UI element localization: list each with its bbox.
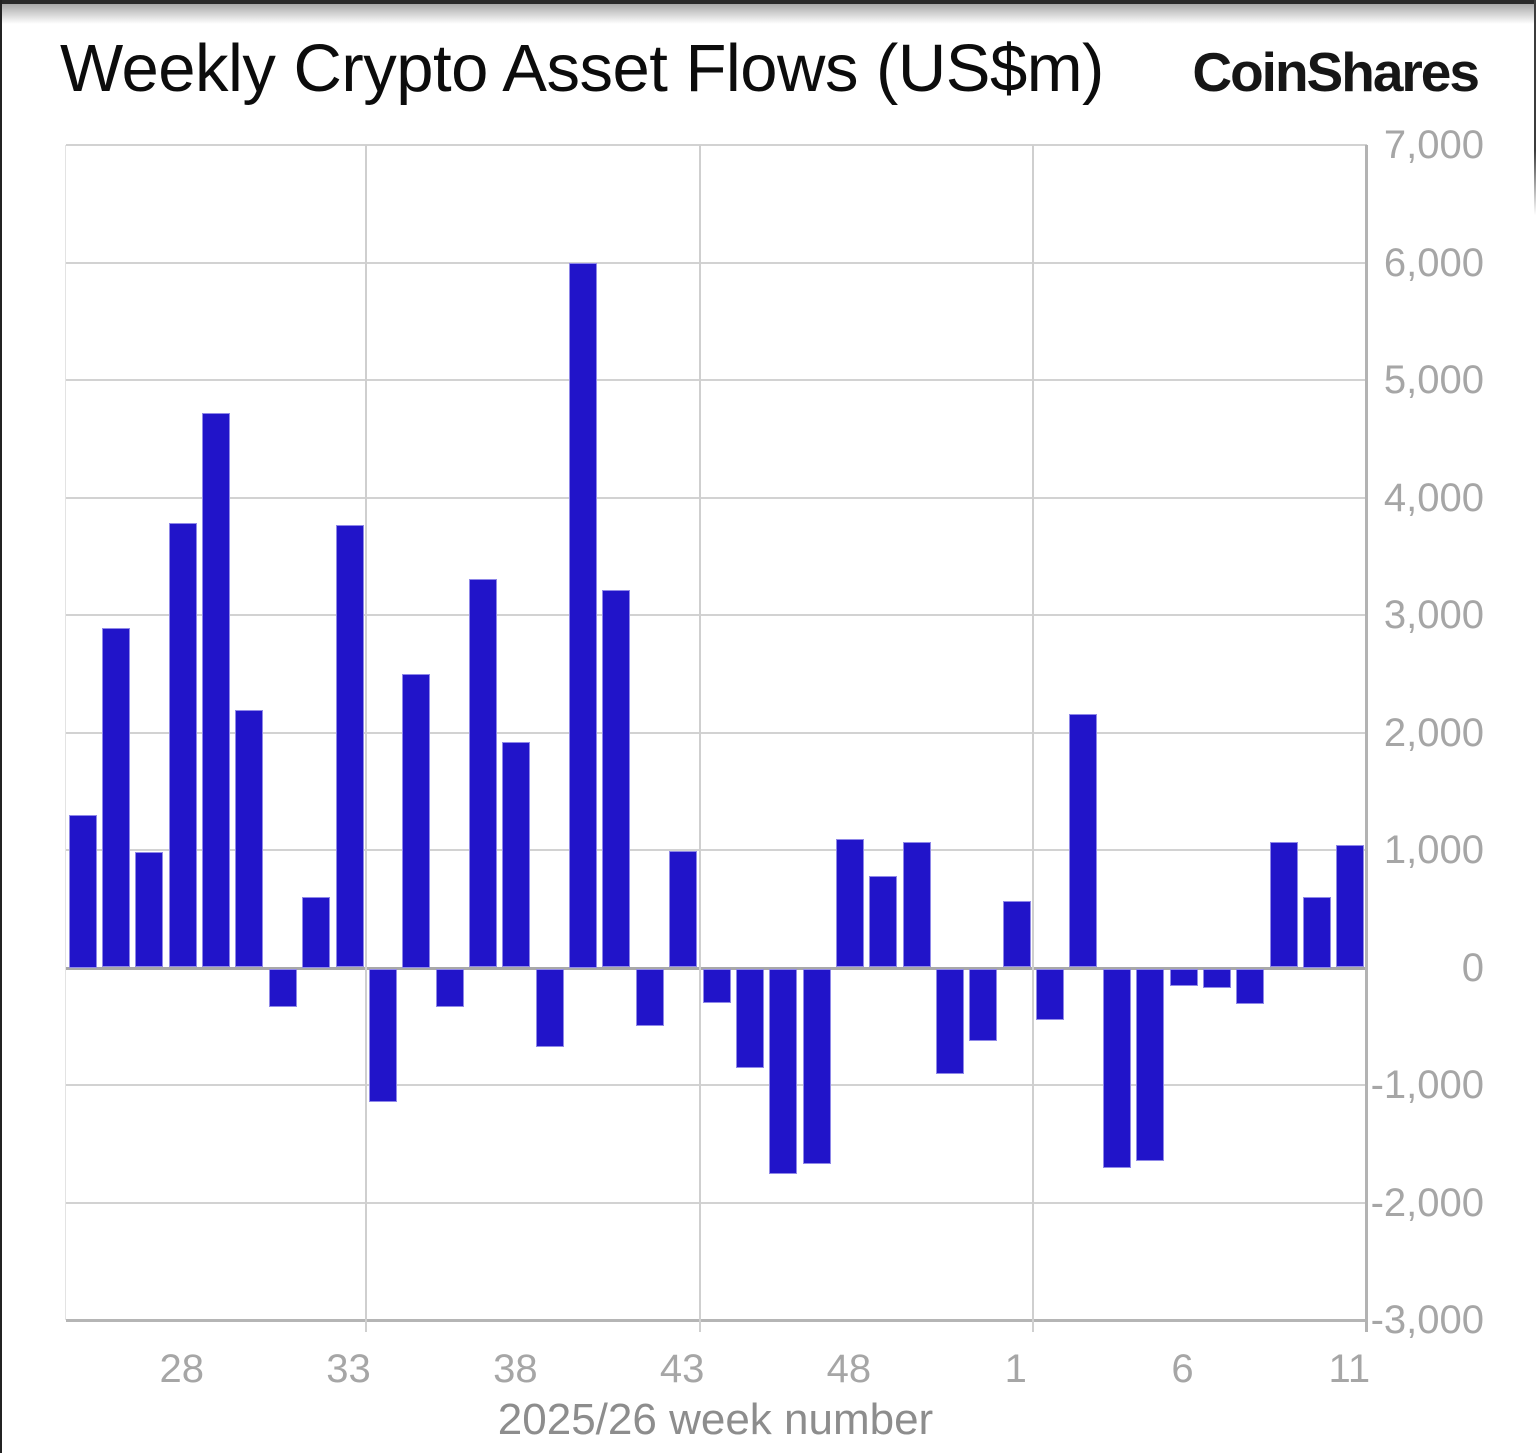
y-tick-label: 5,000: [1383, 358, 1484, 402]
bar-week-33: [335, 524, 364, 968]
bar-week-50: [902, 841, 931, 968]
bar-week-27: [135, 852, 164, 968]
x-axis-labels: 28 33 38 43 48 1 6 11: [0, 1345, 1536, 1395]
bar-week-5: [1136, 968, 1165, 1162]
bar-week-44: [702, 968, 731, 1003]
gridline-h: [66, 261, 1367, 264]
gridline-h: [66, 379, 1367, 381]
gridline-v: [698, 145, 701, 1332]
gridline-h: [66, 614, 1367, 616]
gridline-h: [66, 1201, 1367, 1204]
bar-week-25: [68, 814, 97, 968]
y-tick-label: -1,000: [1370, 1063, 1484, 1107]
window-top-shadow: [0, 4, 1536, 24]
bar-week-47: [802, 968, 831, 1164]
plot-area: [65, 144, 1368, 1332]
y-axis-labels: 7,000 6,000 5,000 4,000 3,000 2,000 1,000 0 -1,0…: [1350, 0, 1484, 1453]
y-tick-label: 0: [1461, 945, 1484, 990]
gridline-h: [66, 496, 1367, 499]
x-tick-label: 48: [826, 1347, 872, 1391]
bar-week-39: [535, 968, 564, 1048]
gridline-h: [66, 144, 1367, 146]
gridline-h: [66, 849, 1367, 851]
y-tick-label: -2,000: [1370, 1180, 1484, 1225]
bar-week-4: [1102, 968, 1131, 1169]
window-right-edge: [1534, 0, 1536, 215]
bar-week-26: [102, 627, 131, 968]
bar-week-28: [168, 523, 197, 968]
bar-week-48: [835, 839, 864, 968]
gridline-v: [365, 145, 368, 1332]
y-tick-label: 4,000: [1383, 475, 1484, 520]
x-axis-line: [66, 1319, 1367, 1322]
bar-week-51: [936, 968, 964, 1075]
bar-week-32: [302, 897, 331, 968]
x-tick-label: 33: [326, 1347, 371, 1391]
bar-week-1: [1002, 900, 1031, 968]
bar-week-31: [268, 968, 297, 1008]
bar-week-9: [1269, 841, 1298, 968]
gridline-h: [66, 731, 1367, 734]
bar-week-7: [1202, 968, 1231, 989]
bar-week-8: [1236, 968, 1265, 1004]
bar-week-37: [468, 578, 497, 968]
x-tick-label: 38: [493, 1347, 538, 1391]
plot-right-border: [1365, 145, 1368, 1332]
y-tick-label: 6,000: [1383, 240, 1484, 285]
bar-week-2: [1036, 968, 1065, 1021]
x-tick-label: 43: [659, 1347, 705, 1391]
bar-week-36: [435, 968, 464, 1008]
bar-week-41: [602, 590, 631, 968]
x-tick-label: 11: [1328, 1347, 1371, 1391]
x-axis-title: 2025/26 week number: [497, 1395, 934, 1444]
x-tick-label: 28: [159, 1347, 205, 1391]
window-left-edge: [0, 0, 2, 1453]
bar-week-29: [202, 412, 231, 968]
bar-week-30: [235, 710, 264, 968]
gridline-v: [1032, 145, 1035, 1332]
coinshares-logo: CoinShares: [1192, 41, 1480, 103]
bar-week-43: [669, 851, 698, 968]
bar-week-49: [869, 875, 898, 968]
window-top-edge: [0, 0, 1536, 4]
bar-week-34: [368, 968, 397, 1103]
bar-week-40: [569, 262, 598, 968]
bar-week-35: [402, 673, 431, 968]
bar-week-6: [1169, 968, 1198, 987]
bar-week-3: [1069, 713, 1098, 968]
bar-week-38: [502, 741, 531, 968]
zero-line: [66, 966, 1367, 970]
bar-week-42: [635, 968, 664, 1027]
chart-title: Weekly Crypto Asset Flows (US$m): [60, 31, 1104, 106]
gridline-h: [66, 1084, 1367, 1086]
bar-week-45: [735, 968, 764, 1069]
y-tick-label: 3,000: [1383, 593, 1484, 637]
bar-week-11: [1336, 845, 1365, 968]
x-tick-label: 6: [1171, 1347, 1194, 1391]
x-tick-label: 1: [1004, 1347, 1027, 1391]
bar-week-52: [969, 968, 998, 1042]
y-tick-label: -3,000: [1370, 1298, 1484, 1342]
y-tick-label: 2,000: [1383, 710, 1484, 755]
bar-week-10: [1302, 897, 1331, 968]
bar-week-46: [769, 968, 798, 1175]
y-tick-label: 1,000: [1383, 828, 1484, 872]
y-tick-label: 7,000: [1383, 123, 1484, 167]
